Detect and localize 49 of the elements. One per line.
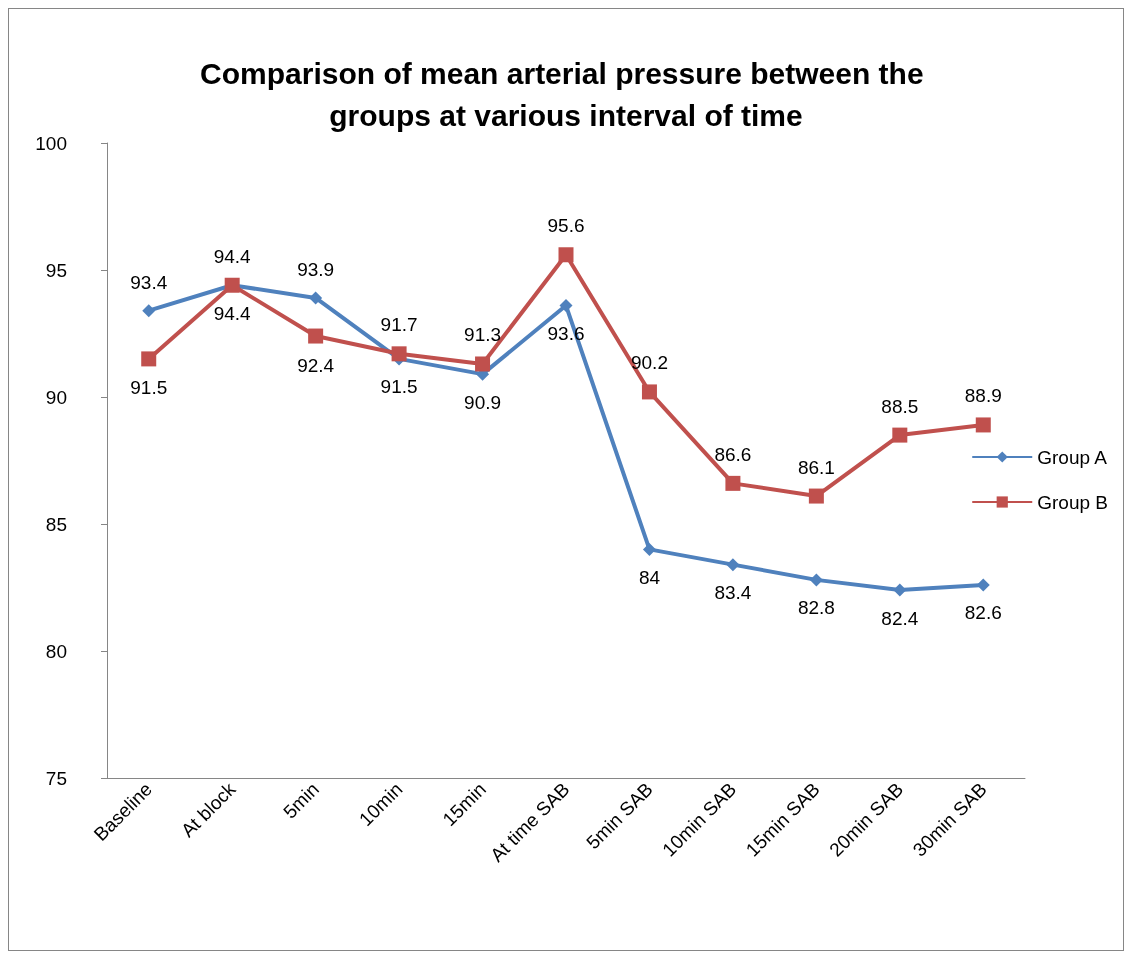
point xyxy=(809,573,823,587)
point xyxy=(642,542,656,556)
data-label: 84 xyxy=(638,566,661,588)
data-label: 90.2 xyxy=(630,352,668,374)
y-tick-label: 85 xyxy=(45,513,67,535)
data-label: 82.8 xyxy=(797,597,835,619)
chart-title: Comparison of mean arterial pressure between the groups at various interval of time xyxy=(200,56,932,132)
point xyxy=(558,247,574,263)
point xyxy=(975,417,991,433)
point xyxy=(725,475,741,491)
data-label: 94.4 xyxy=(213,302,252,324)
data-label: 91.7 xyxy=(380,314,418,336)
point xyxy=(892,427,908,443)
data-label: 90.9 xyxy=(464,391,502,413)
point xyxy=(726,558,740,572)
point xyxy=(141,351,157,367)
data-label: 92.4 xyxy=(297,354,335,376)
x-tick-label: At time SAB xyxy=(486,778,574,866)
data-label: 94.4 xyxy=(213,245,252,267)
point xyxy=(976,578,990,592)
data-label: 93.9 xyxy=(297,259,335,281)
data-label: 95.6 xyxy=(547,215,585,237)
data-label: 93.4 xyxy=(130,272,168,294)
data-label: 83.4 xyxy=(714,582,752,604)
point xyxy=(475,356,491,372)
legend-label: Group A xyxy=(1037,446,1108,468)
data-label: 82.4 xyxy=(881,607,919,629)
data-label: 86.1 xyxy=(797,456,835,478)
point xyxy=(309,291,323,305)
legend-label: Group B xyxy=(1037,491,1109,513)
point xyxy=(142,304,156,318)
data-label: 82.6 xyxy=(964,602,1002,624)
data-label: 91.5 xyxy=(130,377,168,399)
point xyxy=(893,583,907,597)
y-tick-label: 75 xyxy=(45,767,67,789)
y-tick-label: 90 xyxy=(45,386,67,408)
data-label: 86.6 xyxy=(714,443,752,465)
data-label: 88.9 xyxy=(964,385,1002,407)
point xyxy=(559,299,573,313)
data-label: 91.5 xyxy=(380,376,418,398)
y-tick-label: 80 xyxy=(45,640,67,662)
data-label: 91.3 xyxy=(464,324,502,346)
y-tick-label: 100 xyxy=(35,132,67,154)
point xyxy=(308,328,324,344)
point xyxy=(808,488,824,504)
point xyxy=(641,384,657,400)
data-label: 88.5 xyxy=(881,395,919,417)
point xyxy=(391,346,407,362)
y-tick-label: 95 xyxy=(45,259,67,281)
